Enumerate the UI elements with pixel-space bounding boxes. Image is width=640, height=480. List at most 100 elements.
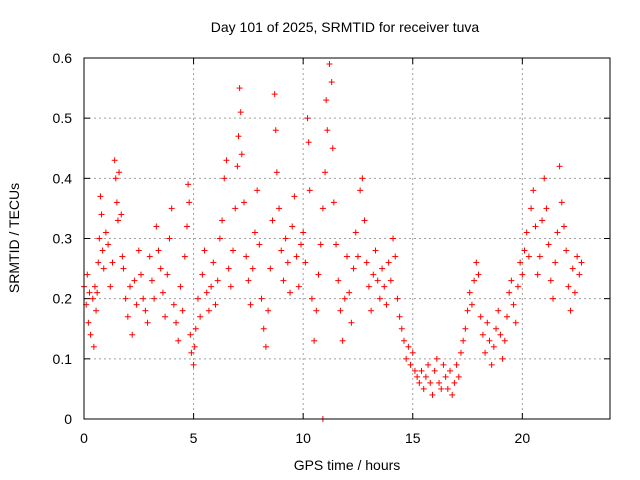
data-point xyxy=(335,277,342,284)
data-point xyxy=(451,379,458,386)
data-point xyxy=(238,151,245,158)
data-point xyxy=(429,391,436,398)
data-point xyxy=(107,283,114,290)
data-point xyxy=(85,319,92,326)
data-point xyxy=(142,307,149,314)
data-point xyxy=(190,361,197,368)
data-point xyxy=(230,247,237,254)
data-point xyxy=(403,355,410,362)
data-point xyxy=(254,187,261,194)
data-point xyxy=(313,307,320,314)
data-point xyxy=(237,109,244,116)
data-point xyxy=(192,325,199,332)
data-point xyxy=(534,271,541,278)
data-point xyxy=(127,283,134,290)
data-point xyxy=(525,253,532,260)
data-point xyxy=(396,313,403,320)
data-point xyxy=(271,91,278,98)
data-point xyxy=(137,271,144,278)
data-point xyxy=(269,217,276,224)
data-point xyxy=(267,265,274,272)
data-point xyxy=(400,337,407,344)
data-point xyxy=(543,205,550,212)
data-point xyxy=(240,199,247,206)
data-point xyxy=(295,283,302,290)
data-point xyxy=(444,385,451,392)
data-point xyxy=(129,331,136,338)
y-tick-label: 0.5 xyxy=(53,110,73,126)
data-point xyxy=(578,259,585,266)
data-point xyxy=(471,277,478,284)
data-point xyxy=(114,217,121,224)
data-point xyxy=(357,187,364,194)
data-point xyxy=(87,331,94,338)
data-point xyxy=(545,241,552,248)
data-point xyxy=(170,301,177,308)
data-point xyxy=(124,313,131,320)
data-point xyxy=(247,301,254,308)
data-point xyxy=(258,295,265,302)
data-point xyxy=(523,229,530,236)
data-point xyxy=(436,379,443,386)
data-point xyxy=(330,199,337,206)
data-point xyxy=(201,247,208,254)
data-point xyxy=(506,289,513,296)
data-point xyxy=(352,229,359,236)
data-point xyxy=(287,289,294,296)
data-point xyxy=(164,271,171,278)
data-point xyxy=(251,229,258,236)
data-point xyxy=(484,319,491,326)
data-point xyxy=(422,373,429,380)
data-point xyxy=(370,271,377,278)
data-point xyxy=(133,301,140,308)
data-point xyxy=(361,217,368,224)
data-point xyxy=(186,199,193,206)
data-point xyxy=(341,295,348,302)
data-point xyxy=(420,385,427,392)
data-point xyxy=(315,271,322,278)
data-point xyxy=(131,277,138,284)
data-point xyxy=(89,295,96,302)
data-point xyxy=(431,367,438,374)
data-point xyxy=(86,289,93,296)
data-point xyxy=(372,247,379,254)
data-point xyxy=(168,205,175,212)
data-point xyxy=(407,361,414,368)
data-point xyxy=(140,295,147,302)
data-point xyxy=(488,361,495,368)
data-point xyxy=(119,253,126,260)
data-point xyxy=(232,205,239,212)
data-point xyxy=(512,319,519,326)
data-point xyxy=(438,385,445,392)
data-point xyxy=(272,127,279,134)
data-point xyxy=(576,271,583,278)
data-point xyxy=(98,211,105,218)
data-point xyxy=(148,277,155,284)
data-point xyxy=(462,325,469,332)
data-point xyxy=(113,199,120,206)
x-tick-label: 5 xyxy=(190,430,198,446)
data-point xyxy=(339,337,346,344)
x-tick-label: 10 xyxy=(295,430,311,446)
y-tick-label: 0.2 xyxy=(53,291,73,307)
data-point xyxy=(398,325,405,332)
data-point xyxy=(185,181,192,188)
data-point xyxy=(212,301,219,308)
data-point xyxy=(234,163,241,170)
data-point xyxy=(447,367,454,374)
data-point xyxy=(460,337,467,344)
data-point xyxy=(102,229,109,236)
data-point xyxy=(457,349,464,356)
data-point xyxy=(536,253,543,260)
data-point xyxy=(188,349,195,356)
data-point xyxy=(411,367,418,374)
data-point xyxy=(532,223,539,230)
data-point xyxy=(514,283,521,290)
x-tick-label: 20 xyxy=(515,430,531,446)
data-point xyxy=(135,247,142,254)
y-tick-label: 0 xyxy=(64,411,72,427)
data-point xyxy=(479,331,486,338)
data-point xyxy=(567,307,574,314)
data-point xyxy=(197,313,204,320)
data-point xyxy=(385,259,392,266)
